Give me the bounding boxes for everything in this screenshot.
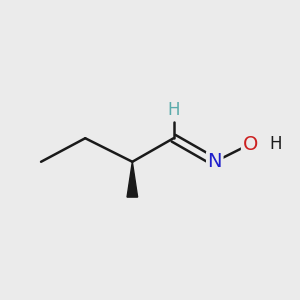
Polygon shape [127,162,138,197]
Text: N: N [208,152,222,171]
Text: O: O [242,135,258,154]
Text: H: H [167,101,180,119]
Text: H: H [269,135,282,153]
